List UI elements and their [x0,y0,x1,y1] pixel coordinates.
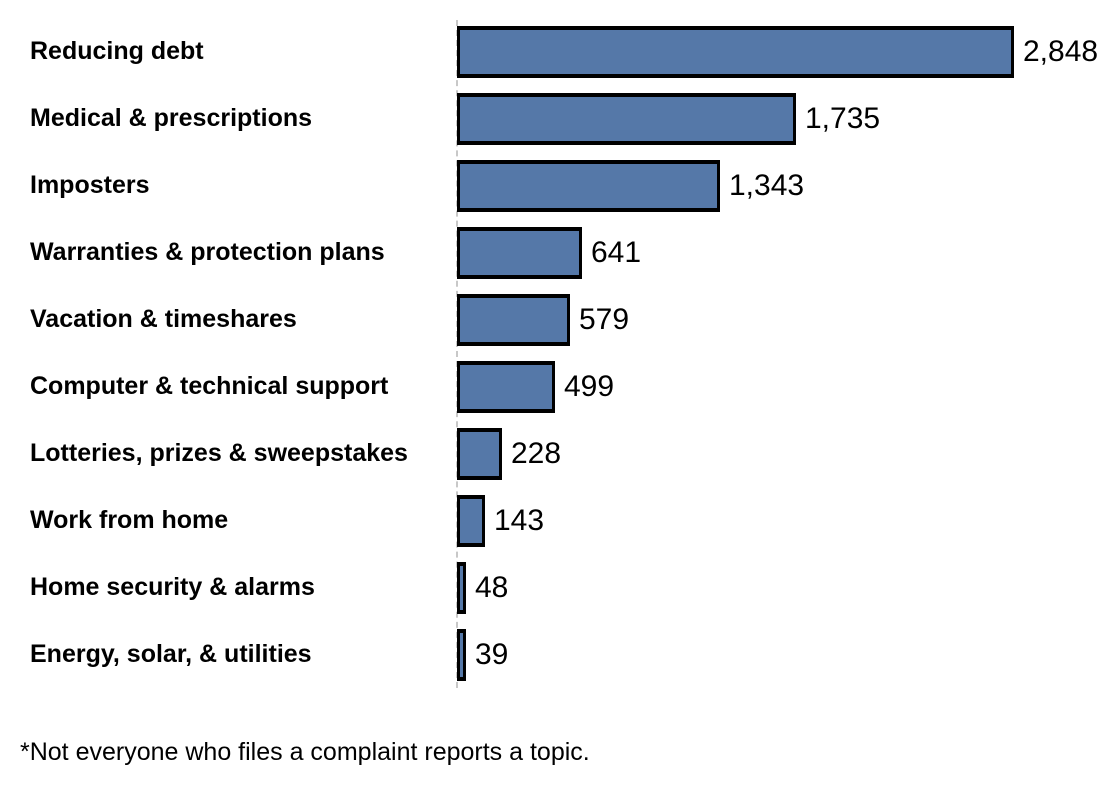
category-label: Imposters [30,171,150,199]
value-label: 579 [579,302,630,336]
bar [457,226,582,279]
category-label: Work from home [30,506,229,534]
chart-row: Home security & alarms 48 [0,554,1119,621]
bar [457,561,466,614]
chart-row: Imposters 1,343 [0,152,1119,219]
category-label: Warranties & protection plans [30,238,385,266]
bar [457,360,555,413]
baseline-axis [456,20,458,688]
category-label: Home security & alarms [30,573,315,601]
chart-row: Lotteries, prizes & sweepstakes 228 [0,420,1119,487]
category-label: Vacation & timeshares [30,305,297,333]
value-label: 2,848 [1023,34,1099,68]
bar [457,92,796,145]
value-label: 1,343 [729,168,805,202]
chart-row: Vacation & timeshares 579 [0,286,1119,353]
value-label: 499 [564,369,615,403]
chart-row: Computer & technical support 499 [0,353,1119,420]
bar [457,427,502,480]
category-label: Reducing debt [30,37,204,65]
value-label: 228 [511,436,562,470]
value-label: 1,735 [805,101,881,135]
chart-row: Energy, solar, & utilities 39 [0,621,1119,688]
value-label: 48 [475,570,509,604]
bar [457,293,570,346]
category-label: Medical & prescriptions [30,104,313,132]
bar [457,25,1014,78]
bar-chart: Reducing debt 2,848 Medical & prescription… [0,18,1119,688]
chart-row: Work from home 143 [0,487,1119,554]
bar [457,159,720,212]
category-label: Computer & technical support [30,372,389,400]
chart-row: Warranties & protection plans 641 [0,219,1119,286]
chart-footnote: *Not everyone who files a complaint repo… [20,738,590,766]
chart-row: Reducing debt 2,848 [0,18,1119,85]
category-label: Energy, solar, & utilities [30,640,312,668]
bar [457,494,485,547]
value-label: 641 [591,235,642,269]
category-label: Lotteries, prizes & sweepstakes [30,439,408,467]
value-label: 143 [494,503,545,537]
value-label: 39 [475,637,509,671]
bar [457,628,466,681]
chart-row: Medical & prescriptions 1,735 [0,85,1119,152]
